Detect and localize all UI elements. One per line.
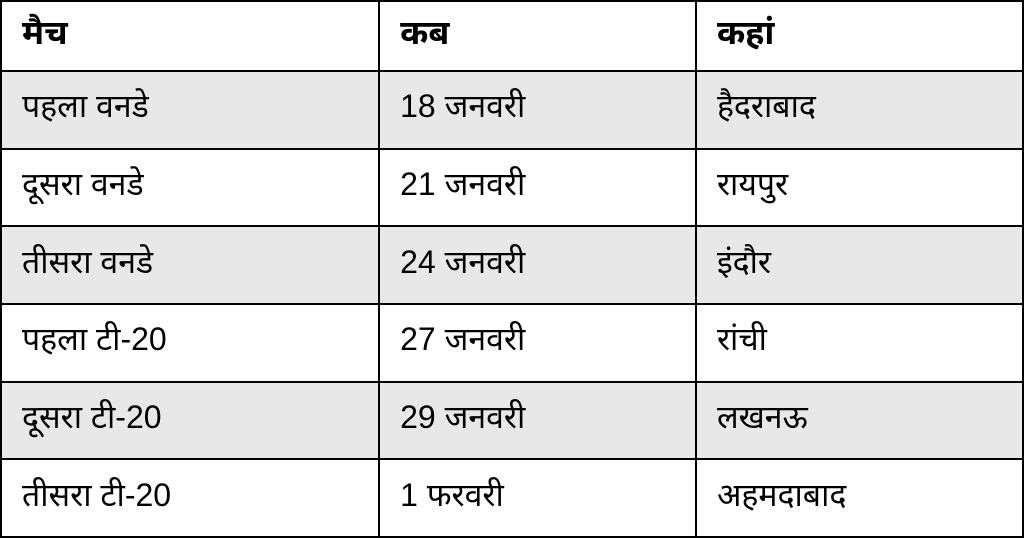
table-row: दूसरा वनडे 21 जनवरी रायपुर (1, 149, 1023, 227)
cell-venue: अहमदाबाद (696, 459, 1023, 537)
table-row: तीसरा टी-20 1 फरवरी अहमदाबाद (1, 459, 1023, 537)
table-row: पहला टी-20 27 जनवरी रांची (1, 304, 1023, 382)
cell-date: 29 जनवरी (379, 382, 696, 460)
cell-date: 24 जनवरी (379, 226, 696, 304)
cell-date: 21 जनवरी (379, 149, 696, 227)
header-match: मैच (1, 1, 379, 71)
cell-date: 27 जनवरी (379, 304, 696, 382)
table-header-row: मैच कब कहां (1, 1, 1023, 71)
cell-match: पहला टी-20 (1, 304, 379, 382)
cell-match: दूसरा टी-20 (1, 382, 379, 460)
cell-venue: रायपुर (696, 149, 1023, 227)
cell-venue: हैदराबाद (696, 71, 1023, 149)
cell-date: 1 फरवरी (379, 459, 696, 537)
cell-date: 18 जनवरी (379, 71, 696, 149)
cell-match: दूसरा वनडे (1, 149, 379, 227)
table-row: दूसरा टी-20 29 जनवरी लखनऊ (1, 382, 1023, 460)
cell-match: तीसरा टी-20 (1, 459, 379, 537)
cell-venue: लखनऊ (696, 382, 1023, 460)
table-row: पहला वनडे 18 जनवरी हैदराबाद (1, 71, 1023, 149)
cell-match: पहला वनडे (1, 71, 379, 149)
header-date: कब (379, 1, 696, 71)
table-row: तीसरा वनडे 24 जनवरी इंदौर (1, 226, 1023, 304)
cell-venue: रांची (696, 304, 1023, 382)
schedule-table: मैच कब कहां पहला वनडे 18 जनवरी हैदराबाद … (0, 0, 1024, 538)
cell-match: तीसरा वनडे (1, 226, 379, 304)
cell-venue: इंदौर (696, 226, 1023, 304)
header-venue: कहां (696, 1, 1023, 71)
